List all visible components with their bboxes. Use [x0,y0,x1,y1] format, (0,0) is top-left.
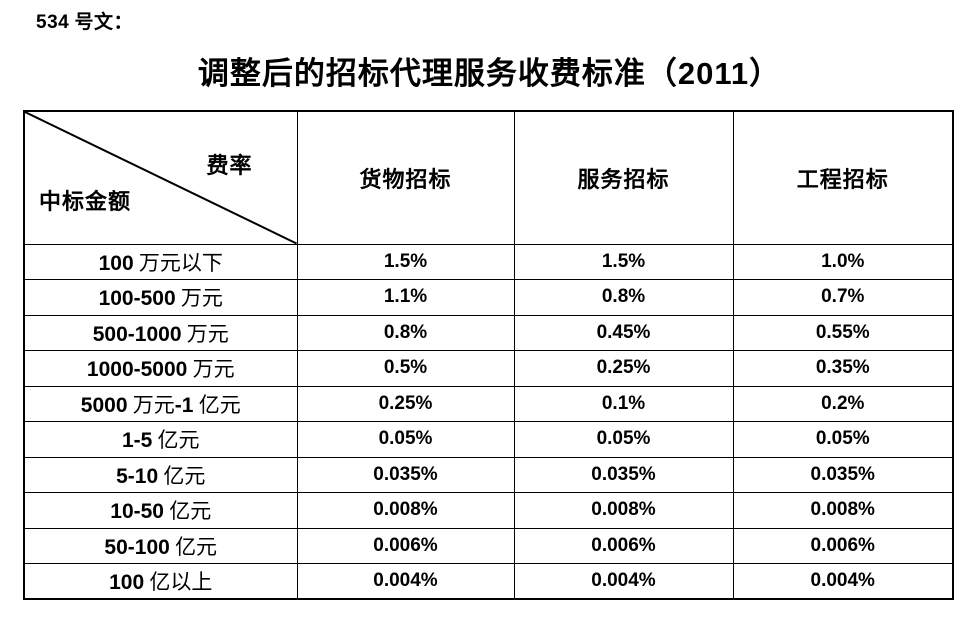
fee-value-works: 1.0% [732,243,954,280]
fee-value-works: 0.004% [732,563,954,600]
corner-label-rate: 费率 [206,153,253,178]
row-label: 1000-5000 万元 [23,350,298,387]
fee-value-works: 0.006% [732,527,954,564]
fee-value-works: 0.55% [732,314,954,351]
row-label: 50-100 亿元 [23,527,298,564]
fee-value-goods: 0.008% [296,492,515,529]
fee-value-services: 0.004% [513,563,734,600]
fee-value-goods: 0.004% [296,563,515,600]
doc-number-label: 534 号文： [36,12,133,33]
row-label: 5000 万元-1 亿元 [23,385,298,422]
row-label: 5-10 亿元 [23,456,298,493]
fee-value-services: 0.25% [513,350,734,387]
fee-value-works: 0.2% [732,385,954,422]
fee-value-goods: 0.05% [296,421,515,458]
fee-value-services: 0.006% [513,527,734,564]
fee-value-works: 0.35% [732,350,954,387]
table-row: 10-50 亿元 0.008% 0.008% 0.008% [23,492,954,529]
fee-value-goods: 0.035% [296,456,515,493]
fee-value-services: 1.5% [513,243,734,280]
row-label: 1-5 亿元 [23,421,298,458]
fee-value-services: 0.1% [513,385,734,422]
diagonal-divider-line [25,112,296,243]
row-label: 100-500 万元 [23,279,298,316]
table-row: 100 万元以下 1.5% 1.5% 1.0% [23,243,954,280]
fee-value-works: 0.008% [732,492,954,529]
fee-value-goods: 1.5% [296,243,515,280]
row-label: 100 万元以下 [23,243,298,280]
table-row: 1-5 亿元 0.05% 0.05% 0.05% [23,421,954,458]
fee-value-works: 0.05% [732,421,954,458]
fee-table: 费率 中标金额 货物招标 服务招标 工程招标 100 万元以下 1.5% 1.5… [23,110,954,600]
corner-label-amount: 中标金额 [39,188,132,214]
fee-value-goods: 0.8% [296,314,515,351]
fee-value-services: 0.008% [513,492,734,529]
page-title: 调整后的招标代理服务收费标准（2011） [197,56,782,91]
fee-value-goods: 0.5% [296,350,515,387]
table-row: 5-10 亿元 0.035% 0.035% 0.035% [23,456,954,493]
fee-value-services: 0.05% [513,421,734,458]
table-row: 100 亿以上 0.004% 0.004% 0.004% [23,563,954,600]
row-label: 100 亿以上 [23,563,298,600]
column-header-services: 服务招标 [513,110,734,245]
table-row: 50-100 亿元 0.006% 0.006% 0.006% [23,527,954,564]
fee-value-works: 0.7% [732,279,954,316]
fee-value-goods: 0.25% [296,385,515,422]
fee-value-works: 0.035% [732,456,954,493]
fee-value-services: 0.8% [513,279,734,316]
row-label: 500-1000 万元 [23,314,298,351]
fee-value-services: 0.035% [513,456,734,493]
row-label: 10-50 亿元 [23,492,298,529]
column-header-works: 工程招标 [732,110,954,245]
header-row: 费率 中标金额 货物招标 服务招标 工程招标 [23,110,954,245]
fee-value-services: 0.45% [513,314,734,351]
fee-value-goods: 1.1% [296,279,515,316]
table-row: 100-500 万元 1.1% 0.8% 0.7% [23,279,954,316]
corner-header-cell: 费率 中标金额 [23,110,298,245]
table-row: 500-1000 万元 0.8% 0.45% 0.55% [23,314,954,351]
column-header-goods: 货物招标 [296,110,515,245]
table-row: 5000 万元-1 亿元 0.25% 0.1% 0.2% [23,385,954,422]
fee-value-goods: 0.006% [296,527,515,564]
table-row: 1000-5000 万元 0.5% 0.25% 0.35% [23,350,954,387]
